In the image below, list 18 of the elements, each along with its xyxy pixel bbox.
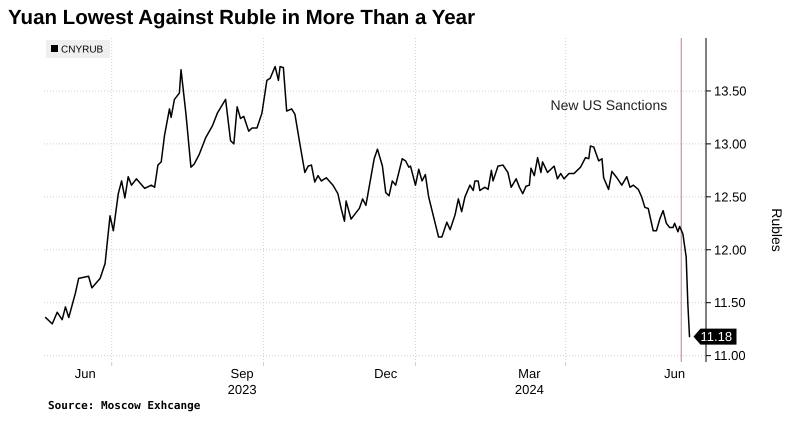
chart-title: Yuan Lowest Against Ruble in More Than a Year: [8, 6, 476, 29]
x-tick-label: Dec: [374, 366, 398, 381]
y-tick-label: 12.50: [714, 189, 747, 204]
line-series: [44, 66, 690, 338]
ref-line-label: New US Sanctions: [550, 97, 668, 113]
x-tick-label: Jun: [74, 366, 96, 381]
source-note: Source: Moscow Exhcange: [48, 399, 201, 412]
x-tick-label: Sep 2023: [228, 366, 257, 397]
y-axis-title: Rubles: [769, 208, 785, 252]
y-tick-label: 11.50: [714, 295, 746, 310]
y-tick-label: 13.00: [714, 136, 747, 152]
y-tick-label: 13.50: [714, 83, 747, 98]
y-tick-label: 12.00: [714, 242, 747, 258]
x-tick-label: Jun: [664, 366, 686, 381]
legend-label: CNYRUB: [61, 44, 104, 56]
y-tick-label: 11.00: [714, 348, 746, 364]
data-label: 11.18: [700, 329, 732, 344]
x-tick-label: Mar 2024: [514, 366, 544, 397]
